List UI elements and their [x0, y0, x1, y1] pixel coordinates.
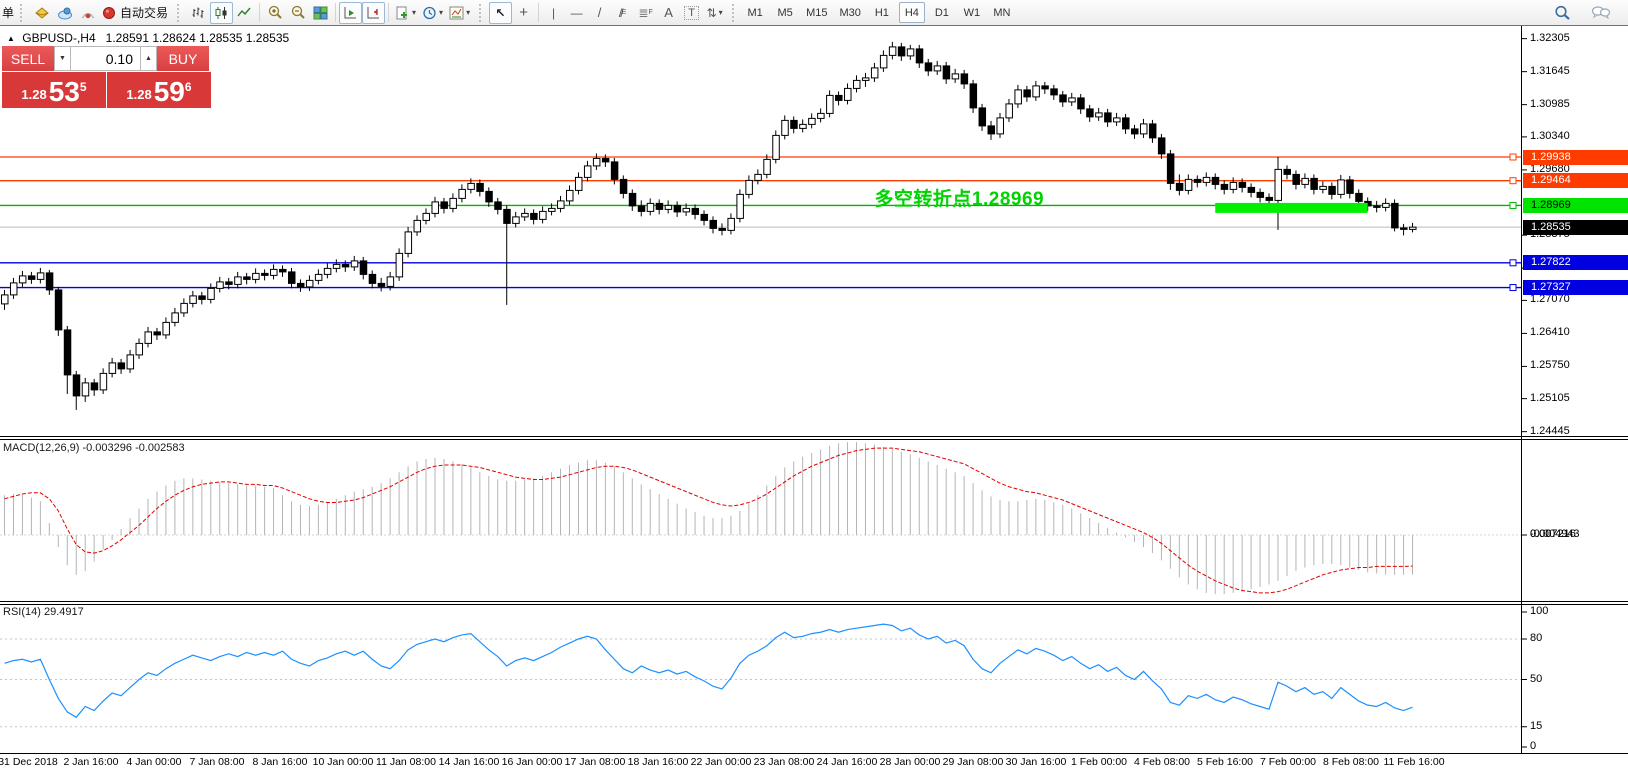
buy-button[interactable]: BUY [157, 46, 209, 71]
highlight-rectangle [1215, 202, 1368, 213]
text-tool-icon[interactable]: A [664, 5, 673, 20]
timeframe-M30[interactable]: M30 [839, 6, 861, 19]
toolbar-grip [177, 3, 183, 22]
toolbar-separator [335, 3, 337, 22]
arrows-tool-icon[interactable]: ⇅ ▾ [706, 5, 723, 20]
toolbar-grip [20, 3, 26, 22]
chart-canvas[interactable] [0, 26, 1628, 772]
bar-chart-icon[interactable] [187, 2, 210, 24]
templates-dropdown-arrow[interactable]: ▾ [466, 8, 471, 17]
pane-frames [0, 26, 1628, 754]
volume-input[interactable] [71, 46, 140, 71]
periods-icon[interactable]: ▾ [419, 2, 446, 24]
rsi-pane [0, 623, 1521, 728]
toolbar-grip [479, 3, 485, 22]
chart-symbol-period: GBPUSD-,H4 [22, 31, 96, 45]
macd-indicator-label: MACD(12,26,9) -0.003296 -0.002583 [3, 442, 185, 454]
candlestick-chart-icon[interactable] [210, 1, 234, 24]
toolbar-separator [388, 3, 390, 22]
cursor-icon[interactable]: ↖ [489, 1, 513, 24]
indicators-icon[interactable]: ▾ [392, 2, 419, 24]
vertical-line-tool-icon[interactable]: | [552, 5, 556, 20]
toolbar: 单 自动交易 [0, 0, 1628, 26]
chart-shift-icon[interactable] [362, 1, 386, 24]
fibonacci-tool-icon[interactable]: ≣ F [638, 5, 653, 20]
new-order-button-partial[interactable]: 单 [2, 6, 15, 20]
toolbar-grip [732, 3, 738, 22]
chart-region: 1.32305 1.31645 1.30985 1.30340 1.29680 1.283… [0, 26, 1628, 772]
rsi-indicator-label: RSI(14) 29.4917 [3, 606, 84, 618]
buy-price-big: 59 [153, 76, 185, 107]
timeframe-MN[interactable]: MN [993, 6, 1011, 19]
timeframe-M5[interactable]: M5 [777, 6, 793, 19]
sell-price-sup: 5 [79, 80, 87, 94]
autoscroll-icon[interactable] [339, 1, 363, 24]
new-order-icon[interactable] [30, 2, 53, 24]
autotrading-label: 自动交易 [120, 6, 169, 20]
sell-price-big: 53 [48, 76, 80, 107]
sell-price-display[interactable]: 1.28 53 5 [2, 72, 106, 108]
timeframe-H1[interactable]: H1 [874, 6, 889, 19]
timeframe-M1[interactable]: M1 [747, 6, 763, 19]
timeframe-M15[interactable]: M15 [806, 6, 828, 19]
crosshair-icon[interactable]: + [519, 4, 528, 21]
autotrading-button[interactable]: 自动交易 [99, 2, 171, 24]
text-label-tool-icon[interactable]: T [680, 2, 703, 24]
horizontal-line-tool-icon[interactable]: — [570, 5, 583, 20]
periods-dropdown-arrow[interactable]: ▾ [439, 8, 444, 17]
trendline-tool-icon[interactable]: / [597, 5, 602, 20]
sell-price-small: 1.28 [21, 87, 47, 102]
signals-icon[interactable] [76, 2, 99, 24]
chat-icon[interactable] [1588, 2, 1614, 24]
pivot-annotation-text: 多空转折点1.28969 [874, 188, 1045, 210]
mql5-community-icon[interactable] [53, 2, 76, 24]
timeframe-D1[interactable]: D1 [934, 6, 949, 19]
chart-ohlc-values: 1.28591 1.28624 1.28535 1.28535 [105, 31, 290, 45]
zoom-out-icon[interactable] [286, 2, 309, 24]
one-click-trading-panel: SELL ▼ ▲ BUY 1.28 53 5 1.28 59 6 [2, 46, 211, 108]
axis-tick-marks [1522, 38, 1527, 748]
search-icon[interactable] [1551, 2, 1574, 24]
candles-series [1, 41, 1417, 410]
templates-icon[interactable]: ▾ [446, 2, 473, 24]
tile-windows-icon[interactable] [309, 2, 332, 24]
toolbar-separator [538, 3, 540, 22]
buy-price-display[interactable]: 1.28 59 6 [107, 72, 211, 108]
volume-increase-button[interactable]: ▲ [140, 46, 157, 71]
timeframe-H4[interactable]: H4 [898, 2, 925, 23]
timeframe-W1[interactable]: W1 [963, 6, 981, 19]
buy-price-sup: 6 [184, 80, 192, 94]
zoom-in-icon[interactable] [263, 2, 286, 24]
line-chart-icon[interactable] [233, 2, 256, 24]
macd-pane [0, 442, 1521, 595]
buy-price-small: 1.28 [126, 87, 152, 102]
chart-title: ▲ GBPUSD-,H4 1.28591 1.28624 1.28535 1.2… [7, 31, 289, 45]
collapse-arrow-icon[interactable]: ▲ [7, 34, 15, 43]
sell-button[interactable]: SELL [2, 46, 54, 71]
arrows-dropdown-arrow[interactable]: ▾ [718, 8, 723, 17]
indicators-dropdown-arrow[interactable]: ▾ [412, 8, 417, 17]
volume-decrease-button[interactable]: ▼ [54, 46, 71, 71]
toolbar-separator [259, 3, 261, 22]
timeframe-toolbar: M1 M5 M15 M30 H1 H4 D1 W1 MN [742, 2, 1015, 23]
channel-tool-icon[interactable]: //E [618, 5, 627, 20]
